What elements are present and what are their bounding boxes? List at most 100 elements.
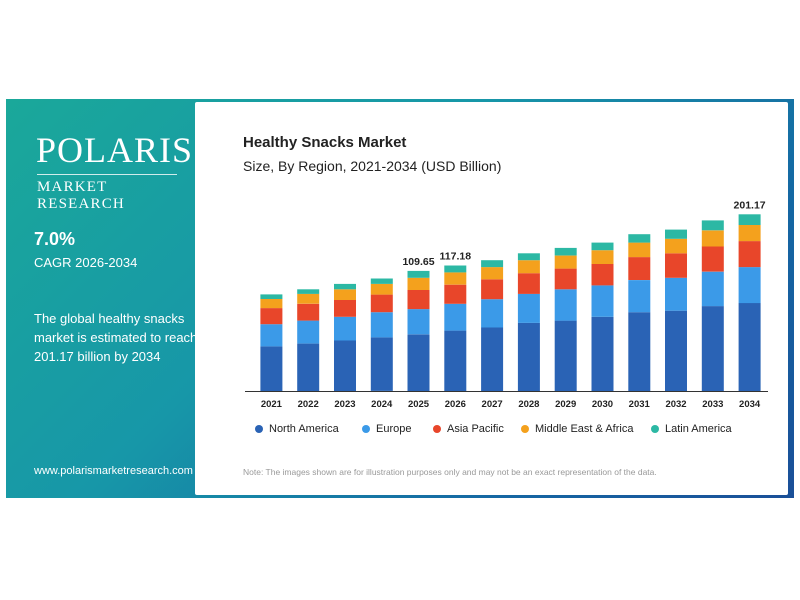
stacked-bar-chart: 2021 2022 2023 2024 2025 2026 2027 2028 2029 2030… [245,199,768,410]
bar-segment-2026-middle-east-africa [444,272,467,285]
bar-segment-2031-middle-east-africa [628,242,651,258]
bar-segment-2022-europe [297,320,320,344]
chart-title: Healthy Snacks Market [243,134,407,151]
bar-segment-2032-middle-east-africa [665,238,687,254]
bar-segment-2027-europe [481,299,504,328]
x-tick-label: 2030 [592,399,613,410]
bar-segment-2027-middle-east-africa [481,267,504,280]
bar-segment-2024-middle-east-africa [370,283,393,295]
x-tick-label: 2023 [334,399,355,410]
bar-segment-2026-latin-america [444,265,467,273]
legend-item: Asia Pacific [433,423,504,435]
legend-swatch [433,425,441,434]
x-tick-label: 2032 [665,399,686,410]
bar-segment-2033-latin-america [701,220,724,231]
legend-swatch [651,425,659,434]
legend-label: Latin America [665,423,732,436]
bar-segment-2025-middle-east-africa [407,277,430,290]
bar-segment-2031-europe [628,280,651,313]
disclaimer-note: Note: The images shown are for illustrat… [243,467,657,477]
bar-segment-2032-europe [665,277,687,311]
infographic: POLARIS MARKET RESEARCH 7.0% CAGR 2026-2… [6,99,794,498]
bar-segment-2023-middle-east-africa [334,289,356,300]
data-label-2025: 109.65 [402,256,434,268]
bar-segment-2032-latin-america [665,229,687,239]
x-tick-label: 2024 [371,399,393,410]
bar-segment-2030-latin-america [591,242,614,251]
x-tick-label: 2026 [445,399,466,410]
bar-segment-2027-asia-pacific [481,279,504,300]
bar-segment-2030-north-america [591,316,614,391]
legend-label: Middle East & Africa [535,423,634,436]
logo-wordmark: POLARIS [36,130,194,170]
chart-panel: Healthy Snacks Market Size, By Region, 2… [195,102,788,495]
left-info-panel: POLARIS MARKET RESEARCH 7.0% CAGR 2026-2… [6,99,197,498]
bar-segment-2025-north-america [407,334,430,391]
bar-segment-2021-north-america [260,346,283,391]
bar-segment-2031-asia-pacific [628,257,651,280]
bar-segment-2034-north-america [738,303,761,391]
legend-swatch [521,425,529,434]
bar-segment-2023-latin-america [334,283,356,290]
bar-segment-2034-middle-east-africa [738,225,761,242]
bar-segment-2030-asia-pacific [591,264,614,286]
bar-segment-2023-asia-pacific [334,300,356,317]
x-tick-label: 2022 [298,399,319,410]
bar-segment-2024-north-america [370,337,393,391]
bar-segment-2022-middle-east-africa [297,293,320,304]
bar-segment-2024-europe [370,312,393,338]
bar-segment-2021-latin-america [260,294,283,299]
bar-segment-2023-north-america [334,340,356,391]
bar-segment-2031-latin-america [628,234,651,243]
bar-segment-2021-europe [260,324,283,347]
bar-segment-2029-latin-america [554,247,577,256]
bar-segment-2029-europe [554,289,577,321]
bar-segment-2024-asia-pacific [370,294,393,313]
bar-segment-2030-europe [591,285,614,317]
website-link[interactable]: www.polarismarketresearch.com [34,465,193,477]
bar-segment-2028-europe [517,293,540,323]
logo-subtitle: MARKET RESEARCH [37,179,125,212]
legend-item: Latin America [651,423,732,435]
bar-segment-2028-middle-east-africa [517,260,540,274]
x-tick-label: 2027 [482,399,503,410]
legend-item: Europe [362,423,411,435]
x-tick-label: 2029 [555,399,576,410]
cagr-value: 7.0% [34,229,76,249]
bar-segment-2034-europe [738,267,761,304]
legend-label: Europe [376,423,412,436]
bar-segment-2032-asia-pacific [665,253,687,278]
bar-segment-2025-europe [407,309,430,335]
bar-segment-2029-middle-east-africa [554,255,577,269]
bar-segment-2025-latin-america [407,270,430,278]
bar-segment-2034-asia-pacific [738,241,761,268]
legend-swatch [362,425,370,434]
cagr-label: CAGR 2026-2034 [34,255,138,270]
bar-segment-2032-north-america [665,310,687,391]
legend-label: Asia Pacific [447,423,504,436]
bar-segment-2033-north-america [701,306,724,391]
bar-segment-2030-middle-east-africa [591,250,614,264]
x-tick-label: 2028 [518,399,539,410]
bar-segment-2024-latin-america [370,278,393,284]
x-tick-label: 2025 [408,399,430,410]
bar-segment-2026-north-america [444,330,467,391]
bar-segment-2029-asia-pacific [554,268,577,290]
bar-segment-2031-north-america [628,312,651,391]
bar-segment-2033-europe [701,271,724,307]
data-label-2026: 117.18 [440,251,472,263]
bar-segment-2029-north-america [554,320,577,391]
bar-segment-2022-asia-pacific [297,303,320,321]
bar-segment-2026-asia-pacific [444,284,467,304]
bar-segment-2021-middle-east-africa [260,298,283,309]
legend-label: North America [269,423,339,436]
legend-item: Middle East & Africa [521,423,633,435]
bar-segment-2022-north-america [297,343,320,391]
x-tick-label: 2021 [261,399,283,410]
bar-segment-2026-europe [444,303,467,331]
bar-segment-2025-asia-pacific [407,290,430,310]
bar-segment-2033-middle-east-africa [701,230,724,247]
bar-segment-2022-latin-america [297,289,320,294]
bar-segment-2028-north-america [517,322,540,391]
bar-segment-2034-latin-america [738,214,761,225]
